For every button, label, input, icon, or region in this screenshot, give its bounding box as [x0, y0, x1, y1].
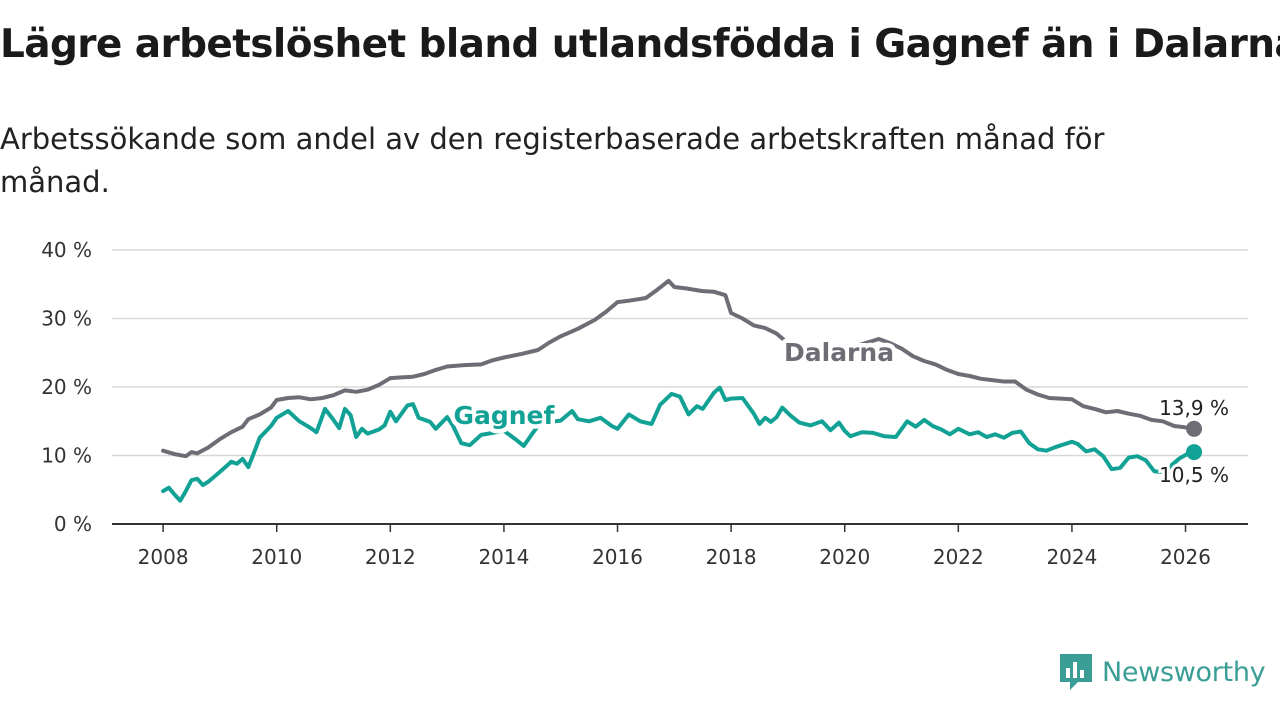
y-tick-label-30: 30 %	[41, 307, 92, 331]
series-label-dalarna: Dalarna	[784, 338, 894, 367]
x-tick-label-2014: 2014	[478, 545, 529, 569]
series-line-dalarna	[161, 278, 1196, 459]
y-axis-ticks: 0 % 10 % 20 % 30 % 40 %	[41, 238, 92, 536]
x-tick-label-2024: 2024	[1046, 545, 1097, 569]
x-tick-label-2016: 2016	[592, 545, 643, 569]
end-label-gagnef: 10,5 %	[1159, 463, 1229, 487]
end-point-gagnef	[1186, 444, 1203, 461]
x-tick-label-2010: 2010	[251, 545, 302, 569]
x-tick-label-2026: 2026	[1160, 545, 1211, 569]
x-tick-label-2020: 2020	[819, 545, 870, 569]
line-chart: 0 % 10 % 20 % 30 % 40 % 2008 2010 2012 2014 2016…	[41, 238, 1248, 569]
x-tick-label-2022: 2022	[933, 545, 984, 569]
newsworthy-logo: Newsworthy	[1058, 652, 1266, 692]
y-tick-label-40: 40 %	[41, 238, 92, 262]
brand-name: Newsworthy	[1102, 656, 1266, 688]
x-tick-label-2012: 2012	[365, 545, 416, 569]
end-label-dalarna: 13,9 %	[1159, 396, 1229, 420]
end-point-dalarna	[1186, 420, 1203, 437]
series-line-gagnef	[161, 385, 1196, 503]
x-tick-label-2018: 2018	[706, 545, 757, 569]
x-axis-ticks: 2008 2010 2012 2014 2016 2018 2020 2022 2024 2026	[112, 523, 1248, 569]
y-tick-label-10: 10 %	[41, 444, 92, 468]
bar-chart-icon	[1060, 654, 1092, 690]
series-label-gagnef: Gagnef	[453, 401, 555, 430]
chart-subtitle: Arbetssökande som andel av den registerb…	[0, 122, 1105, 199]
chart-title: Lägre arbetslöshet bland utlandsfödda i …	[0, 22, 1280, 67]
gridlines	[112, 249, 1248, 457]
y-tick-label-0: 0 %	[54, 512, 92, 536]
series-labels: Dalarna Gagnef 13,9 % 10,5 %	[449, 333, 1232, 490]
x-tick-label-2008: 2008	[138, 545, 189, 569]
series-lines	[161, 278, 1203, 503]
y-tick-label-20: 20 %	[41, 375, 92, 399]
